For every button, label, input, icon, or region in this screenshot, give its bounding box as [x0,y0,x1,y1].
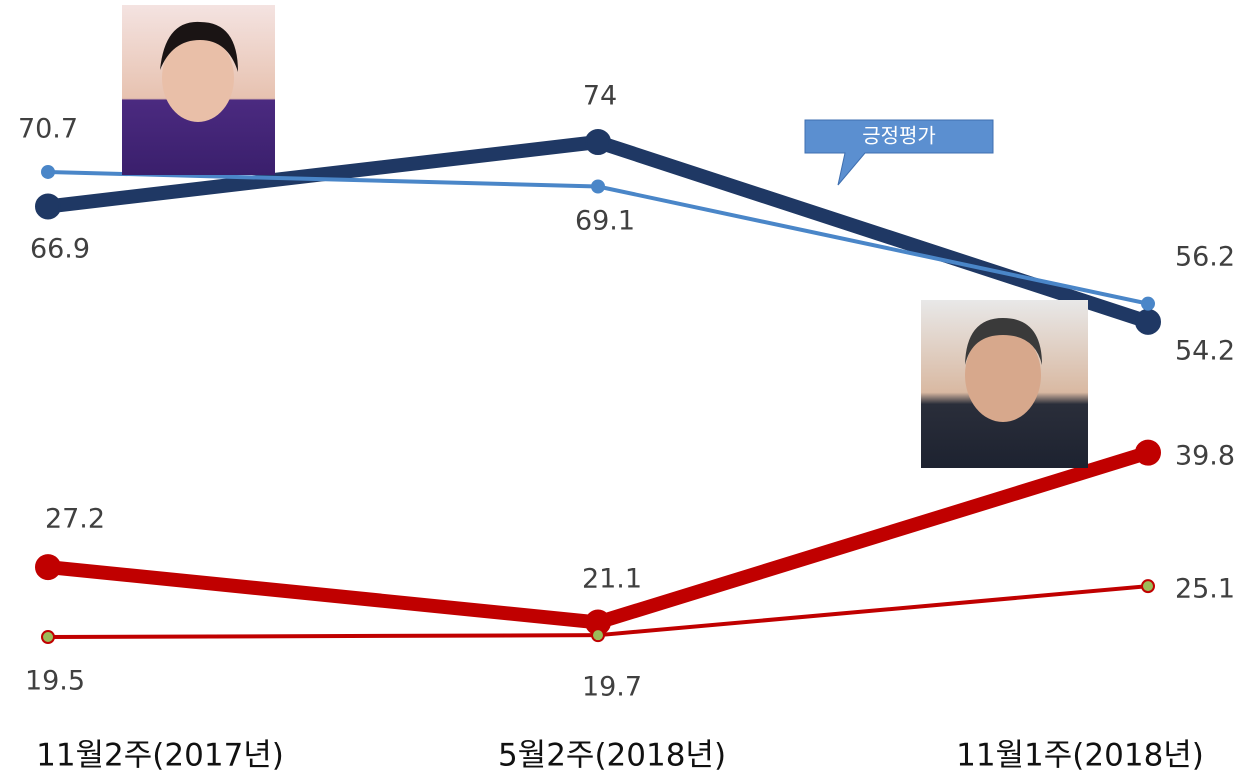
marker [41,630,55,644]
data-label: 74 [583,81,617,112]
photo-hair [965,318,1042,365]
marker [591,628,605,643]
marker [1135,439,1161,466]
callout [804,119,994,186]
photo-face [965,328,1041,422]
data-label: 19.5 [25,666,85,697]
marker [41,164,55,179]
data-label: 19.7 [582,672,642,703]
marker [1141,579,1155,594]
marker [35,554,61,581]
x-tick-label: 5월2주(2018년) [498,738,726,774]
data-label: 66.9 [30,234,90,265]
data-label: 69.1 [575,206,635,237]
plot-area: 66.9 74 54.2 70.7 69.1 56.2 27.2 21.1 39.8 19.5 19… [18,81,1235,703]
data-label: 56.2 [1175,242,1235,273]
data-label: 70.7 [18,114,78,145]
series-line [47,445,1151,630]
marker [1141,296,1155,311]
marker [35,193,61,220]
annotation: 긍정평가 [862,124,936,148]
x-tick-label: 11월1주(2018년) [956,738,1204,774]
data-label: 21.1 [582,564,642,595]
marker [1135,308,1161,335]
photo-face [162,34,234,122]
photo-hair [160,21,238,72]
marker [591,179,605,194]
data-label: 54.2 [1175,336,1235,367]
marker [585,129,611,155]
data-label: 39.8 [1175,441,1235,472]
data-label: 27.2 [45,504,105,535]
x-tick-label: 11월2주(2017년) [36,738,284,774]
data-label: 25.1 [1175,574,1235,605]
